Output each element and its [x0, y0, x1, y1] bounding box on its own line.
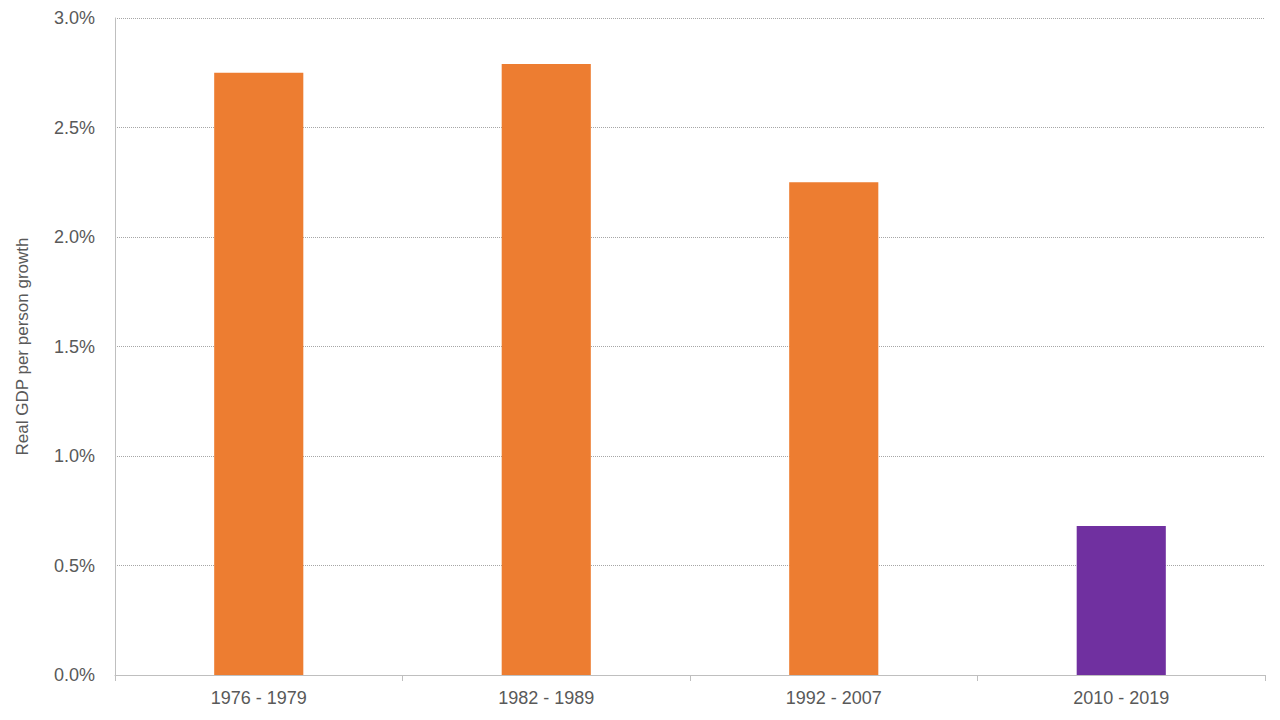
svg-text:1976 - 1979: 1976 - 1979: [211, 688, 307, 708]
svg-text:2.5%: 2.5%: [54, 118, 95, 138]
svg-text:Real GDP per person growth: Real GDP per person growth: [13, 238, 32, 456]
svg-text:1.0%: 1.0%: [54, 446, 95, 466]
svg-text:0.0%: 0.0%: [54, 665, 95, 685]
svg-text:1992 - 2007: 1992 - 2007: [786, 688, 882, 708]
svg-text:1982 - 1989: 1982 - 1989: [498, 688, 594, 708]
svg-text:0.5%: 0.5%: [54, 556, 95, 576]
svg-text:3.0%: 3.0%: [54, 8, 95, 28]
svg-text:1.5%: 1.5%: [54, 337, 95, 357]
svg-text:2010 - 2019: 2010 - 2019: [1073, 688, 1169, 708]
svg-text:2.0%: 2.0%: [54, 227, 95, 247]
